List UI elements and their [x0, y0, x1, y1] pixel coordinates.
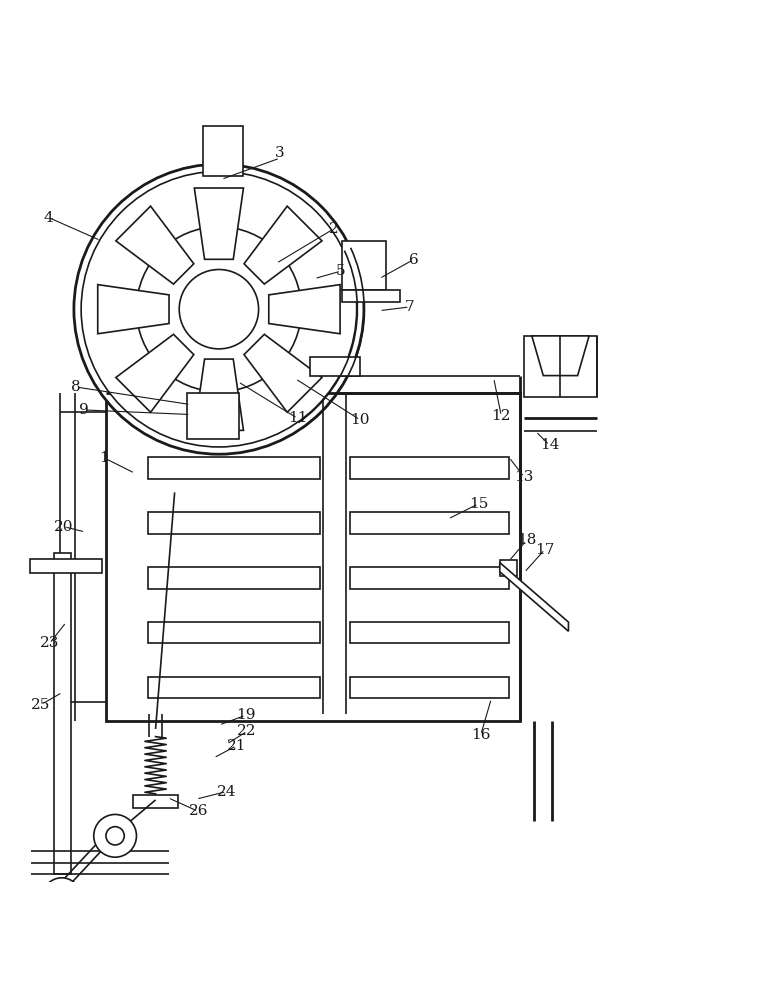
Text: 17: 17	[535, 543, 555, 557]
Text: 25: 25	[31, 698, 51, 712]
Bar	[342, 241, 386, 290]
Bar	[350, 512, 509, 534]
Bar	[106, 393, 520, 721]
Text: 1: 1	[100, 451, 110, 465]
Bar	[30, 559, 102, 573]
Polygon shape	[532, 336, 589, 376]
Polygon shape	[244, 334, 322, 412]
Bar	[148, 677, 319, 698]
Polygon shape	[269, 285, 340, 334]
Bar	[148, 457, 319, 479]
Bar	[350, 622, 509, 643]
Text: 2: 2	[329, 222, 339, 236]
Text: 4: 4	[44, 211, 54, 225]
Polygon shape	[98, 285, 169, 334]
Text: 10: 10	[350, 413, 370, 427]
Text: 24: 24	[217, 785, 236, 799]
Circle shape	[43, 878, 80, 916]
Text: 5: 5	[336, 264, 345, 278]
Polygon shape	[195, 359, 244, 430]
Bar	[342, 290, 400, 302]
Circle shape	[106, 827, 124, 845]
Text: 21: 21	[227, 739, 246, 753]
Bar	[148, 567, 319, 589]
Bar	[133, 795, 178, 808]
Text: 9: 9	[79, 403, 89, 417]
Text: 8: 8	[71, 380, 81, 394]
Text: 23: 23	[40, 636, 59, 650]
Text: 13: 13	[515, 470, 534, 484]
Polygon shape	[499, 563, 568, 631]
Circle shape	[74, 164, 364, 454]
Polygon shape	[116, 206, 194, 284]
Circle shape	[81, 171, 357, 447]
Polygon shape	[195, 188, 244, 259]
Circle shape	[136, 227, 301, 392]
Bar	[350, 457, 509, 479]
Bar	[148, 512, 319, 534]
Text: 26: 26	[188, 804, 208, 818]
Circle shape	[179, 270, 259, 349]
Text: 6: 6	[408, 253, 418, 267]
Bar	[499, 560, 516, 576]
Text: 18: 18	[517, 533, 536, 547]
Polygon shape	[116, 334, 194, 412]
Text: 22: 22	[237, 724, 257, 738]
Bar	[350, 677, 509, 698]
Polygon shape	[244, 206, 322, 284]
Text: 16: 16	[471, 728, 490, 742]
Bar	[54, 553, 70, 874]
Bar	[524, 336, 597, 397]
Bar	[203, 126, 243, 176]
Text: 11: 11	[288, 411, 307, 425]
Circle shape	[93, 814, 136, 857]
Text: 15: 15	[469, 497, 488, 511]
Circle shape	[54, 888, 70, 905]
Text: 3: 3	[275, 146, 285, 160]
Bar	[148, 622, 319, 643]
Bar	[310, 357, 360, 376]
Text: 14: 14	[539, 438, 559, 452]
Text: 19: 19	[236, 708, 255, 722]
Bar	[187, 393, 239, 439]
Text: 20: 20	[54, 520, 74, 534]
Text: 12: 12	[492, 409, 511, 423]
Bar	[350, 567, 509, 589]
Text: 7: 7	[405, 300, 414, 314]
